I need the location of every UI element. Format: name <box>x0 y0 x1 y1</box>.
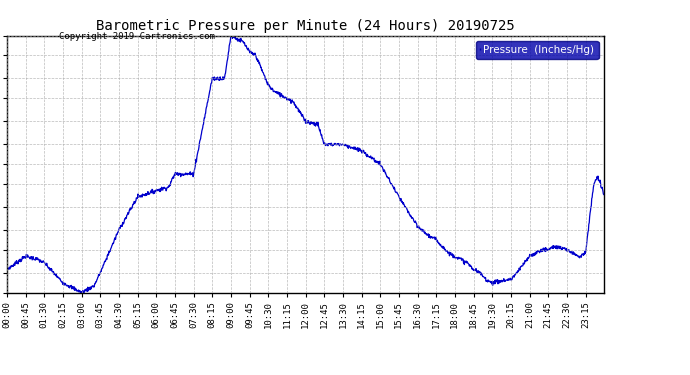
Text: Copyright 2019 Cartronics.com: Copyright 2019 Cartronics.com <box>59 32 215 41</box>
Title: Barometric Pressure per Minute (24 Hours) 20190725: Barometric Pressure per Minute (24 Hours… <box>96 19 515 33</box>
Legend: Pressure  (Inches/Hg): Pressure (Inches/Hg) <box>476 41 598 59</box>
